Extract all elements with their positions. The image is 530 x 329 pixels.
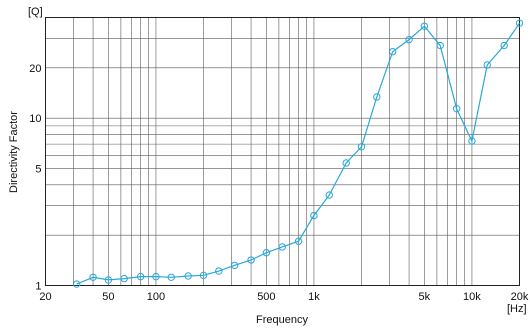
data-point <box>104 276 113 284</box>
x-tick-label: 500 <box>257 291 275 303</box>
data-point <box>167 273 175 281</box>
data-point <box>278 243 286 251</box>
data-point <box>515 19 524 27</box>
data-point <box>230 261 239 270</box>
data-point <box>405 35 413 44</box>
y-tick-label: 5 <box>35 164 41 176</box>
data-point <box>373 93 381 101</box>
series-line <box>76 22 520 285</box>
data-point <box>468 137 476 145</box>
x-tick-label: 5k <box>419 291 431 303</box>
data-point <box>294 237 303 245</box>
data-point <box>357 143 366 151</box>
data-point <box>184 272 192 280</box>
data-point <box>500 41 508 50</box>
y-axis-title: Directivity Factor <box>8 111 20 193</box>
data-point <box>310 211 318 220</box>
x-tick-label: 20k <box>511 291 529 303</box>
data-point <box>483 61 491 69</box>
y-unit-label: [Q] <box>28 6 43 18</box>
data-point <box>342 159 350 167</box>
series-layer <box>72 19 524 288</box>
x-tick-label: 10k <box>463 291 481 303</box>
data-point <box>436 41 444 50</box>
grid-lines <box>45 17 520 286</box>
y-tick-label: 10 <box>29 113 41 125</box>
tick-labels: 20 50 100 500 1k 5k 10k 20k 1 5 10 20 <box>29 63 529 303</box>
x-tick-label: 100 <box>147 291 165 303</box>
data-point <box>152 272 160 281</box>
data-point <box>247 256 255 264</box>
data-point <box>199 271 208 280</box>
x-axis-title: Frequency <box>256 314 308 326</box>
data-point <box>262 249 271 257</box>
data-point <box>89 273 97 281</box>
x-tick-label: 1k <box>308 291 320 303</box>
y-tick-label: 20 <box>29 63 41 75</box>
data-point <box>120 274 128 283</box>
x-unit-label: [Hz] <box>507 303 527 315</box>
data-point <box>420 22 429 30</box>
x-tick-label: 20 <box>39 291 51 303</box>
data-point <box>388 47 397 56</box>
data-point <box>325 191 333 199</box>
data-point <box>452 104 461 113</box>
plot-frame <box>45 17 520 286</box>
data-point <box>72 280 81 288</box>
y-tick-label: 1 <box>35 281 41 293</box>
data-point <box>215 267 223 275</box>
x-tick-label: 50 <box>102 291 114 303</box>
data-point <box>136 272 145 281</box>
